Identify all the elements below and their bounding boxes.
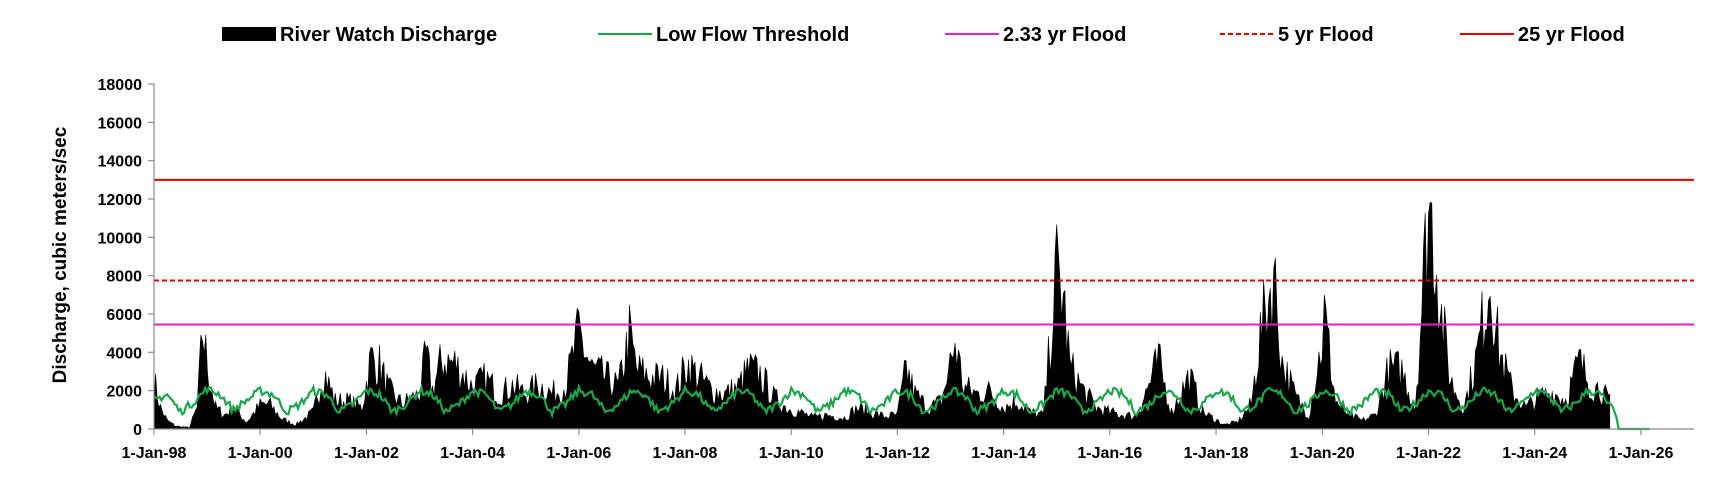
legend-label: River Watch Discharge bbox=[280, 24, 497, 46]
legend-item: Low Flow Threshold bbox=[598, 24, 849, 46]
y-tick-label: 14000 bbox=[98, 154, 143, 171]
low-flow-threshold-line bbox=[153, 382, 1650, 431]
legend-label: 5 yr Flood bbox=[1278, 24, 1374, 46]
y-tick-label: 18000 bbox=[98, 77, 143, 94]
legend-label: Low Flow Threshold bbox=[656, 24, 849, 46]
x-tick-label: 1-Jan-24 bbox=[1502, 445, 1567, 462]
legend-label: 25 yr Flood bbox=[1518, 24, 1625, 46]
x-tick-label: 1-Jan-02 bbox=[334, 445, 399, 462]
y-tick-label: 2000 bbox=[106, 384, 142, 401]
y-tick-label: 8000 bbox=[106, 269, 142, 286]
plot-area: 0 2000 4000 6000 8000 10000 12000 14000 16000 180… bbox=[98, 77, 1694, 462]
y-tick-label: 12000 bbox=[98, 192, 143, 209]
chart-legend: River Watch Discharge Low Flow Threshold 2… bbox=[222, 24, 1625, 46]
legend-item: 2.33 yr Flood bbox=[945, 24, 1126, 46]
x-tick-label: 1-Jan-14 bbox=[971, 445, 1036, 462]
y-tick-label: 10000 bbox=[98, 230, 143, 247]
legend-item: 25 yr Flood bbox=[1460, 24, 1625, 46]
legend-item: River Watch Discharge bbox=[222, 24, 497, 46]
y-tick-label: 4000 bbox=[106, 345, 142, 362]
legend-swatch bbox=[222, 27, 276, 41]
x-tick-label: 1-Jan-04 bbox=[440, 445, 505, 462]
x-tick-label: 1-Jan-98 bbox=[122, 445, 187, 462]
x-tick-label: 1-Jan-26 bbox=[1608, 445, 1673, 462]
x-tick-label: 1-Jan-08 bbox=[653, 445, 718, 462]
x-tick-label: 1-Jan-10 bbox=[759, 445, 824, 462]
legend-label: 2.33 yr Flood bbox=[1003, 24, 1126, 46]
x-tick-label: 1-Jan-06 bbox=[546, 445, 611, 462]
x-tick-label: 1-Jan-22 bbox=[1396, 445, 1461, 462]
y-tick-label: 0 bbox=[133, 422, 142, 439]
y-tick-label: 6000 bbox=[106, 307, 142, 324]
x-tick-label: 1-Jan-12 bbox=[865, 445, 930, 462]
x-tick-label: 1-Jan-20 bbox=[1290, 445, 1355, 462]
legend-item: 5 yr Flood bbox=[1220, 24, 1374, 46]
y-axis-label: Discharge, cubic meters/sec bbox=[50, 126, 71, 383]
x-tick-label: 1-Jan-00 bbox=[228, 445, 293, 462]
x-tick-label: 1-Jan-18 bbox=[1184, 445, 1249, 462]
x-tick-label: 1-Jan-16 bbox=[1077, 445, 1142, 462]
discharge-area-series bbox=[153, 201, 1611, 430]
y-tick-label: 16000 bbox=[98, 115, 143, 132]
